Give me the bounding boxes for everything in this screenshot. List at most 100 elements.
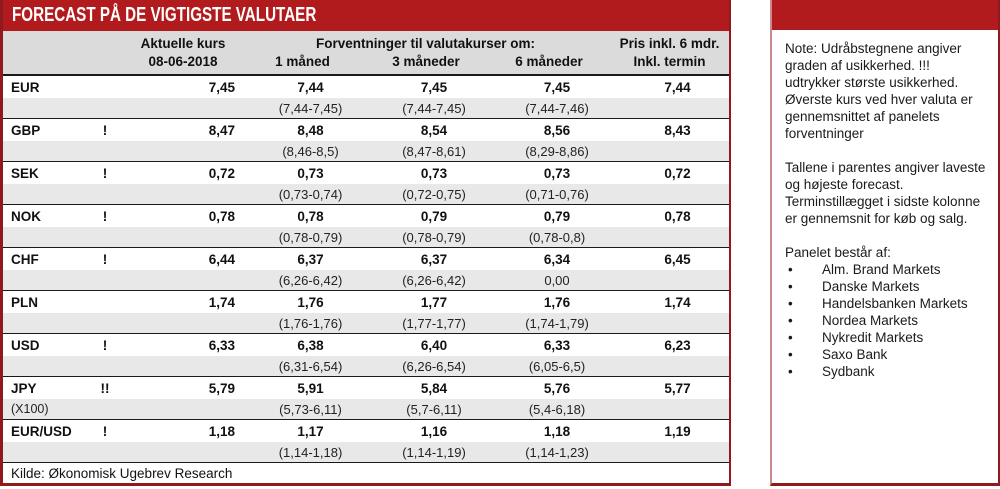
table-header: Aktuelle kurs Forventninger til valutaku… <box>3 31 729 76</box>
range-3m: (1,77-1,77) <box>402 315 466 331</box>
forecast-3m-value: 1,16 <box>420 423 448 439</box>
col-1m-label: 1 måned <box>275 53 330 69</box>
forecast-6m-value: 1,76 <box>543 294 571 310</box>
range-6m: (6,05-6,5) <box>528 358 586 374</box>
range-3m: (0,78-0,79) <box>402 229 466 245</box>
currency-code: SEK <box>11 165 39 181</box>
col-termin-label: Pris inkl. 6 mdr. <box>619 35 720 51</box>
value-row: SEK ! 0,72 0,73 0,73 0,73 0,72 <box>3 162 729 184</box>
range-1m: (8,46-8,5) <box>282 143 339 159</box>
forecast-3m-value: 5,84 <box>420 380 448 396</box>
current-rate-value: 6,33 <box>208 337 235 353</box>
value-row: NOK ! 0,78 0,78 0,79 0,79 0,78 <box>3 205 729 227</box>
currency-code: GBP <box>11 122 41 138</box>
forecast-6m-value: 8,56 <box>543 122 571 138</box>
termin-price-value: 7,44 <box>664 79 691 95</box>
panel-member: Danske Markets <box>785 278 988 295</box>
range-6m: (0,71-0,76) <box>525 186 589 202</box>
range-6m: (8,29-8,86) <box>525 143 589 159</box>
forecast-6m-value: 0,79 <box>543 208 571 224</box>
forecast-1m-value: 0,78 <box>297 208 324 224</box>
forecast-6m-value: 7,45 <box>543 79 571 95</box>
panel-member: Nordea Markets <box>785 312 988 329</box>
currency-code: NOK <box>11 208 41 224</box>
uncertainty-mark: ! <box>102 208 108 224</box>
range-6m: (0,78-0,8) <box>528 229 586 245</box>
termin-price-value: 0,78 <box>664 208 691 224</box>
range-row: (8,46-8,5) (8,47-8,61) (8,29-8,86) <box>3 141 729 161</box>
forecast-1m-value: 0,73 <box>297 165 324 181</box>
termin-price-value: 1,19 <box>664 423 691 439</box>
currency-code: EUR <box>11 79 40 95</box>
uncertainty-mark: !! <box>100 380 110 396</box>
value-row: EUR/USD ! 1,18 1,17 1,16 1,18 1,19 <box>3 420 729 442</box>
range-3m: (7,44-7,45) <box>402 100 466 116</box>
value-row: GBP ! 8,47 8,48 8,54 8,56 8,43 <box>3 119 729 141</box>
current-rate-value: 0,72 <box>208 165 235 181</box>
forecast-3m-value: 1,77 <box>420 294 448 310</box>
forecast-6m-value: 1,18 <box>543 423 571 439</box>
forecast-3m-value: 0,79 <box>420 208 448 224</box>
range-1m: (7,44-7,45) <box>278 100 343 116</box>
range-row: (0,73-0,74) (0,72-0,75) (0,71-0,76) <box>3 184 729 204</box>
currency-group: NOK ! 0,78 0,78 0,79 0,79 0,78 (0,78-0,7… <box>3 205 729 248</box>
uncertainty-mark: ! <box>102 423 108 439</box>
panel-list-title: Panelet består af: <box>785 245 891 260</box>
forecast-1m-value: 6,38 <box>297 337 324 353</box>
col-current-rate-label: Aktuelle kurs <box>140 35 226 51</box>
forecast-1m-value: 7,44 <box>297 79 324 95</box>
current-rate-value: 5,79 <box>208 380 235 396</box>
range-1m: (6,26-6,42) <box>278 272 343 288</box>
forecast-6m-value: 5,76 <box>543 380 571 396</box>
range-6m: 0,00 <box>544 272 570 288</box>
termin-price-value: 6,45 <box>664 251 691 267</box>
currency-code: PLN <box>11 294 38 310</box>
currency-group: PLN 1,74 1,76 1,77 1,76 1,74 (1,76-1,76)… <box>3 291 729 334</box>
forecast-3m-value: 8,54 <box>420 122 448 138</box>
forecast-1m-value: 8,48 <box>297 122 324 138</box>
col-current-date: 08-06-2018 <box>148 53 218 69</box>
panel-member: Handelsbanken Markets <box>785 295 988 312</box>
forecast-1m-value: 1,76 <box>297 294 324 310</box>
col-6m-label: 6 måneder <box>515 53 583 69</box>
current-rate-value: 1,18 <box>208 423 235 439</box>
range-row: (X100) (5,73-6,11) (5,7-6,11) (5,4-6,18) <box>3 399 729 419</box>
panel-member: Saxo Bank <box>785 346 988 363</box>
uncertainty-mark: ! <box>102 122 108 138</box>
range-6m: (1,14-1,23) <box>525 444 589 460</box>
currency-code: JPY <box>11 380 37 396</box>
note-panel: Note: Udråbstegnene angiver graden af us… <box>770 0 1000 486</box>
value-row: CHF ! 6,44 6,37 6,37 6,34 6,45 <box>3 248 729 270</box>
source-row: Kilde: Økonomisk Ugebrev Research <box>3 463 729 483</box>
range-row: (0,78-0,79) (0,78-0,79) (0,78-0,8) <box>3 227 729 247</box>
forecast-3m-value: 6,37 <box>420 251 448 267</box>
termin-price-value: 1,74 <box>664 294 691 310</box>
currency-group: CHF ! 6,44 6,37 6,37 6,34 6,45 (6,26-6,4… <box>3 248 729 291</box>
forecast-3m-value: 7,45 <box>420 79 448 95</box>
current-rate-value: 0,78 <box>208 208 235 224</box>
current-rate-value: 1,74 <box>208 294 235 310</box>
value-row: USD ! 6,33 6,38 6,40 6,33 6,23 <box>3 334 729 356</box>
uncertainty-mark: ! <box>102 251 108 267</box>
value-row: PLN 1,74 1,76 1,77 1,76 1,74 <box>3 291 729 313</box>
forecast-6m-value: 6,34 <box>543 251 571 267</box>
currency-group: JPY !! 5,79 5,91 5,84 5,76 5,77 (X100) (… <box>3 377 729 420</box>
range-3m: (6,26-6,42) <box>402 272 466 288</box>
forecast-1m-value: 5,91 <box>297 380 324 396</box>
range-row: (6,26-6,42) (6,26-6,42) 0,00 <box>3 270 729 290</box>
range-3m: (6,26-6,54) <box>402 358 466 374</box>
panel-member: Nykredit Markets <box>785 329 988 346</box>
termin-price-value: 6,23 <box>664 337 691 353</box>
range-1m: (6,31-6,54) <box>278 358 343 374</box>
forecast-3m-value: 6,40 <box>420 337 448 353</box>
table-body: EUR 7,45 7,44 7,45 7,45 7,44 (7,44-7,45)… <box>3 76 729 463</box>
range-row: (7,44-7,45) (7,44-7,45) (7,44-7,46) <box>3 98 729 118</box>
col-3m-label: 3 måneder <box>392 53 460 69</box>
forecast-6m-value: 0,73 <box>543 165 571 181</box>
current-rate-value: 6,44 <box>208 251 235 267</box>
forecast-1m-value: 1,17 <box>297 423 324 439</box>
range-6m: (1,74-1,79) <box>525 315 589 331</box>
current-rate-value: 7,45 <box>208 79 235 95</box>
currency-group: GBP ! 8,47 8,48 8,54 8,56 8,43 (8,46-8,5… <box>3 119 729 162</box>
table-title-bar: FORECAST PÅ DE VIGTIGSTE VALUTAER <box>3 0 729 31</box>
